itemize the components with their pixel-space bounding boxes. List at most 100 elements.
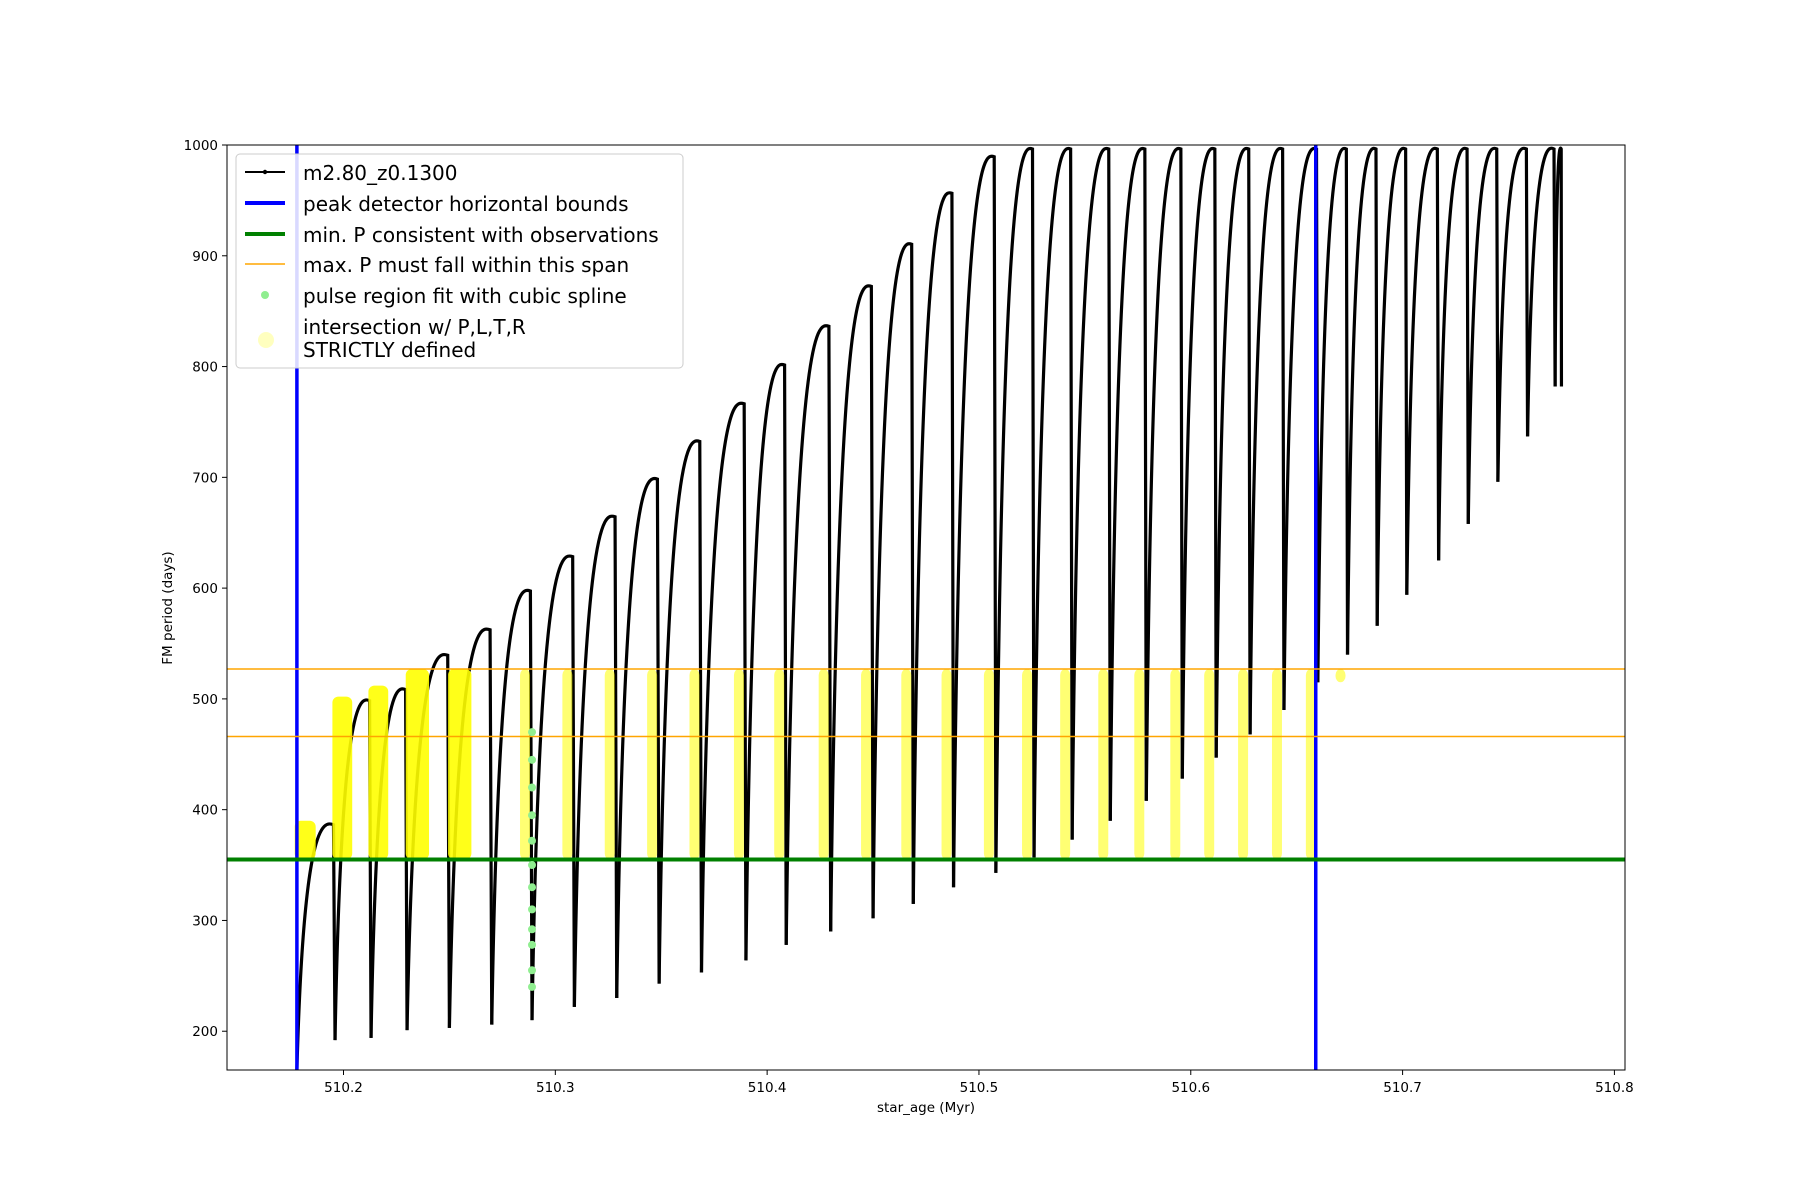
intersection-band	[1271, 668, 1282, 860]
spline-point	[528, 905, 537, 914]
period-track-segment	[1345, 146, 1379, 655]
period-track-segment	[657, 439, 704, 984]
period-track-segment	[951, 154, 998, 888]
period-track-segment	[1108, 146, 1148, 821]
intersection-band	[294, 820, 316, 860]
spline-point	[528, 755, 537, 764]
intersection-band	[368, 685, 389, 860]
legend-label-min-period: min. P consistent with observations	[303, 223, 659, 247]
period-track-segment	[1032, 146, 1074, 858]
y-tick-label: 600	[192, 581, 218, 597]
period-track-segment	[1466, 146, 1500, 524]
x-tick-label: 510.8	[1595, 1080, 1634, 1096]
x-tick-label: 510.5	[960, 1080, 999, 1096]
period-track-segment	[1248, 146, 1286, 735]
legend-marker-black-icon	[262, 169, 268, 175]
legend-entry-max-period: max. P must fall within this span	[245, 253, 629, 277]
spline-point	[528, 925, 537, 934]
period-track-segment	[1282, 146, 1320, 710]
y-tick-label: 400	[192, 803, 218, 819]
intersection-band	[647, 668, 658, 860]
y-tick-label: 500	[192, 692, 218, 708]
legend-label-model: m2.80_z0.1300	[303, 161, 458, 185]
legend-marker-lightgreen-icon	[261, 291, 269, 299]
spline-point	[528, 982, 537, 991]
legend-entry-min-period: min. P consistent with observations	[245, 223, 659, 247]
intersection-band	[901, 668, 912, 860]
intersection-band	[604, 668, 615, 860]
x-tick-label: 510.6	[1171, 1080, 1210, 1096]
period-track-segment	[572, 514, 619, 1007]
legend-entry-intersection: intersection w/ P,L,T,R STRICTLY defined	[258, 315, 526, 362]
y-tick-label: 200	[192, 1024, 218, 1040]
period-track-segment	[994, 146, 1036, 873]
legend-label-line: STRICTLY defined	[303, 338, 476, 362]
spline-point	[528, 940, 537, 949]
x-tick-label: 510.2	[324, 1080, 363, 1096]
y-tick-label: 300	[192, 913, 218, 929]
period-track-segment	[784, 324, 833, 945]
period-track-segment	[1070, 146, 1112, 840]
legend-label-bounds: peak detector horizontal bounds	[303, 192, 629, 216]
legend-label-spline: pulse region fit with cubic spline	[303, 284, 627, 308]
legend: m2.80_z0.1300 peak detector horizontal b…	[235, 153, 684, 369]
period-track-segment	[699, 401, 748, 973]
intersection-band	[405, 668, 430, 860]
intersection-band	[1335, 668, 1346, 683]
intersection-band	[983, 668, 994, 860]
y-tick-label: 900	[192, 249, 218, 265]
period-track-segment	[744, 362, 788, 961]
plot-frame	[226, 144, 1626, 1071]
period-track-segment	[1144, 146, 1184, 801]
period-track-segment	[1214, 146, 1252, 758]
intersection-band	[733, 668, 744, 860]
spline-point	[528, 783, 537, 792]
y-tick-label: 700	[192, 470, 218, 486]
legend-entry-bounds: peak detector horizontal bounds	[245, 192, 629, 216]
period-track-segment	[1525, 146, 1557, 437]
intersection-band	[1134, 668, 1145, 860]
x-tick-label: 510.7	[1383, 1080, 1422, 1096]
period-track-segment	[490, 588, 534, 1025]
intersection-band	[562, 668, 573, 860]
period-track-segment	[1553, 146, 1564, 387]
intersection-band	[1170, 668, 1181, 860]
x-tick-label: 510.4	[748, 1080, 787, 1096]
intersection-band	[861, 668, 872, 860]
intersection-band	[774, 668, 785, 860]
legend-marker-yellow-icon	[258, 332, 274, 348]
period-track-segment	[530, 554, 576, 1021]
y-axis-label: FM period (days)	[160, 551, 176, 664]
y-axis: 200 300 400 500 600 700 800 900 1000	[184, 138, 227, 1040]
legend-box	[235, 153, 684, 369]
period-track-segment	[447, 627, 494, 1028]
period-track-segment	[1437, 146, 1470, 561]
intersection-band	[941, 668, 952, 860]
intersection-band	[1022, 668, 1033, 860]
x-tick-label: 510.3	[536, 1080, 575, 1096]
legend-label-line: intersection w/ P,L,T,R	[303, 315, 526, 339]
spline-point	[528, 861, 537, 870]
period-track-segment	[911, 191, 956, 904]
spline-point	[528, 728, 537, 737]
intersection-band	[448, 668, 472, 860]
legend-label-max-period: max. P must fall within this span	[303, 253, 629, 277]
intersection-band	[1204, 668, 1215, 860]
x-axis-label: star_age (Myr)	[877, 1100, 975, 1116]
intersection-band	[1305, 668, 1316, 860]
spline-point	[528, 966, 537, 975]
spline-point	[528, 811, 537, 820]
period-track-segment	[1316, 146, 1350, 683]
period-track-segment	[1180, 146, 1218, 779]
intersection-band	[1098, 668, 1109, 860]
spline-point	[528, 836, 537, 845]
intersection-band	[689, 668, 700, 860]
period-track-segment	[871, 242, 915, 919]
period-track-segment	[1405, 146, 1441, 595]
spline-point	[528, 883, 537, 892]
period-track-segment	[1375, 146, 1409, 626]
legend-entry-model: m2.80_z0.1300	[245, 161, 458, 185]
period-track-segment	[615, 476, 661, 999]
period-track-segment	[1496, 146, 1530, 482]
